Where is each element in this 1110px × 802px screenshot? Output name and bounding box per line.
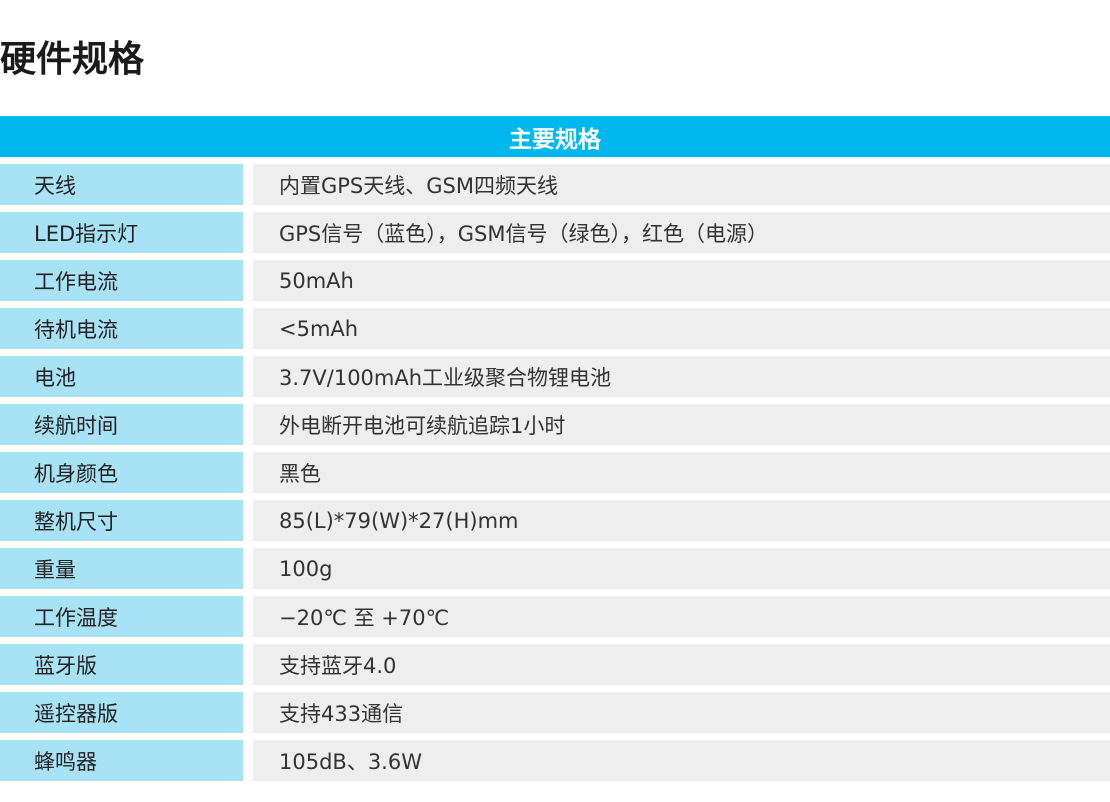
spec-value: 支持蓝牙4.0 <box>253 644 1110 685</box>
row-divider <box>243 548 253 589</box>
table-row: 蜂鸣器 105dB、3.6W <box>0 740 1110 781</box>
table-row: 电池 3.7V/100mAh工业级聚合物锂电池 <box>0 356 1110 397</box>
spec-label: 蜂鸣器 <box>0 740 243 781</box>
spec-label: 整机尺寸 <box>0 500 243 541</box>
spec-value: 内置GPS天线、GSM四频天线 <box>253 164 1110 205</box>
table-row: 整机尺寸 85(L)*79(W)*27(H)mm <box>0 500 1110 541</box>
table-row: LED指示灯 GPS信号（蓝色），GSM信号（绿色），红色（电源） <box>0 212 1110 253</box>
table-row: 机身颜色 黑色 <box>0 452 1110 493</box>
table-row: 天线 内置GPS天线、GSM四频天线 <box>0 164 1110 205</box>
spec-label: 天线 <box>0 164 243 205</box>
row-divider <box>243 500 253 541</box>
spec-label: 待机电流 <box>0 308 243 349</box>
spec-value: 100g <box>253 548 1110 589</box>
spec-table: 主要规格 天线 内置GPS天线、GSM四频天线 LED指示灯 GPS信号（蓝色）… <box>0 116 1110 788</box>
spec-label: 机身颜色 <box>0 452 243 493</box>
row-divider <box>243 596 253 637</box>
row-divider <box>243 212 253 253</box>
row-divider <box>243 404 253 445</box>
spec-value: 105dB、3.6W <box>253 740 1110 781</box>
page-title: 硬件规格 <box>0 39 145 80</box>
spec-value: 3.7V/100mAh工业级聚合物锂电池 <box>253 356 1110 397</box>
spec-value: 黑色 <box>253 452 1110 493</box>
row-divider <box>243 740 253 781</box>
row-divider <box>243 164 253 205</box>
spec-value: 外电断开电池可续航追踪1小时 <box>253 404 1110 445</box>
row-divider <box>243 452 253 493</box>
row-divider <box>243 260 253 301</box>
spec-label: 遥控器版 <box>0 692 243 733</box>
spec-value: 50mAh <box>253 260 1110 301</box>
table-row: 续航时间 外电断开电池可续航追踪1小时 <box>0 404 1110 445</box>
spec-label: 工作电流 <box>0 260 243 301</box>
spec-value: <5mAh <box>253 308 1110 349</box>
table-row: 遥控器版 支持433通信 <box>0 692 1110 733</box>
spec-label: 续航时间 <box>0 404 243 445</box>
spec-value: GPS信号（蓝色），GSM信号（绿色），红色（电源） <box>253 212 1110 253</box>
spec-value: 支持433通信 <box>253 692 1110 733</box>
row-divider <box>243 692 253 733</box>
spec-label: LED指示灯 <box>0 212 243 253</box>
spec-label: 工作温度 <box>0 596 243 637</box>
spec-value: 85(L)*79(W)*27(H)mm <box>253 500 1110 541</box>
row-divider <box>243 308 253 349</box>
row-divider <box>243 644 253 685</box>
spec-label: 重量 <box>0 548 243 589</box>
table-row: 蓝牙版 支持蓝牙4.0 <box>0 644 1110 685</box>
table-row: 工作电流 50mAh <box>0 260 1110 301</box>
spec-label: 电池 <box>0 356 243 397</box>
table-header: 主要规格 <box>0 116 1110 157</box>
spec-value: −20℃ 至 +70℃ <box>253 596 1110 637</box>
row-divider <box>243 356 253 397</box>
spec-label: 蓝牙版 <box>0 644 243 685</box>
table-row: 重量 100g <box>0 548 1110 589</box>
table-row: 待机电流 <5mAh <box>0 308 1110 349</box>
table-row: 工作温度 −20℃ 至 +70℃ <box>0 596 1110 637</box>
